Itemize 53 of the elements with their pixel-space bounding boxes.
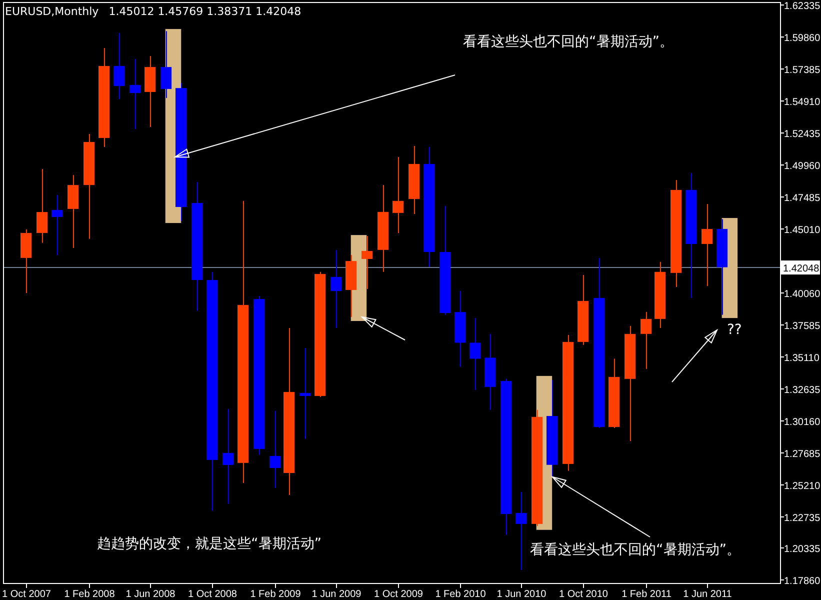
candlestick — [52, 194, 62, 256]
ref-line-label: 1.42048 — [783, 264, 820, 274]
y-tick-label: 1.40060 — [784, 288, 821, 300]
y-tick-label: 1.52435 — [784, 129, 821, 140]
y-tick-label: 1.35110 — [784, 352, 820, 364]
x-tick-label: 1 Jun 2011 — [683, 589, 732, 600]
candlestick — [36, 168, 48, 244]
y-tick-label: 1.62335 — [784, 1, 821, 12]
candlestick — [392, 156, 404, 234]
candlestick — [362, 235, 372, 290]
candlestick — [330, 250, 342, 328]
candlestick — [470, 318, 480, 391]
y-tick-label: 1.57385 — [784, 65, 821, 76]
candlestick — [702, 204, 712, 286]
y-tick-label: 1.45010 — [784, 224, 821, 236]
y-tick-label: 1.22735 — [784, 512, 821, 524]
candlestick — [114, 32, 124, 100]
candlestick — [160, 30, 172, 99]
x-tick-label: 1 Oct 2007 — [2, 589, 52, 600]
x-tick-label: 1 Jun 2010 — [496, 589, 547, 600]
candlestick — [300, 348, 310, 440]
x-tick-label: 1 Feb 2009 — [250, 589, 302, 600]
x-tick-label: 1 Feb 2011 — [622, 589, 672, 600]
x-tick-label: 1 Oct 2008 — [188, 589, 238, 600]
x-tick-label: 1 Oct 2009 — [374, 589, 424, 600]
x-tick-label: 1 Feb 2008 — [64, 589, 116, 600]
x-tick-label: 1 Jun 2008 — [126, 589, 176, 600]
annotation: 看看这些头也不回的“暑期活动”。 — [530, 542, 741, 558]
x-tick-label: 1 Feb 2010 — [435, 589, 486, 600]
chart-title: EURUSD,Monthly — [5, 5, 99, 18]
x-tick-label: 1 Oct 2010 — [559, 589, 608, 600]
y-tick-label: 1.32635 — [784, 384, 821, 396]
annotation: 看看这些头也不回的“暑期活动”。 — [463, 34, 674, 50]
candlestick — [640, 311, 652, 370]
y-tick-label: 1.59860 — [784, 33, 821, 44]
y-tick-label: 1.27685 — [784, 448, 821, 460]
x-tick-label: 1 Jun 2009 — [312, 589, 362, 600]
candlestick — [68, 174, 78, 248]
y-tick-label: 1.37585 — [784, 320, 821, 332]
y-tick-label: 1.47485 — [784, 192, 821, 204]
candlestick — [516, 491, 526, 570]
chart-subtitle: 1.45012 1.45769 1.38371 1.42048 — [108, 5, 302, 18]
annotation: ?? — [727, 322, 742, 338]
y-tick-label: 1.49960 — [784, 160, 821, 172]
candlestick — [222, 408, 234, 504]
candlestick — [130, 58, 140, 130]
y-tick-label: 1.20335 — [784, 544, 821, 555]
annotation: 趋趋势的改变，就是这些“暑期活动” — [97, 536, 322, 552]
y-tick-label: 1.17860 — [784, 576, 821, 587]
candlestick — [270, 410, 280, 488]
y-tick-label: 1.54910 — [784, 97, 821, 108]
y-tick-label: 1.30160 — [784, 416, 821, 428]
y-tick-label: 1.25210 — [784, 480, 821, 492]
